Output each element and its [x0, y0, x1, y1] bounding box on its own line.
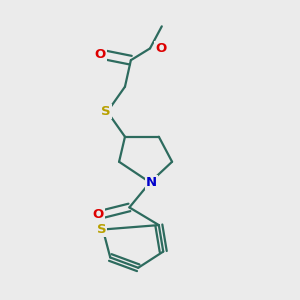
Text: O: O	[94, 48, 106, 61]
Text: S: S	[101, 105, 111, 118]
Text: S: S	[97, 223, 106, 236]
Text: O: O	[155, 42, 167, 55]
Text: O: O	[93, 208, 104, 221]
Text: N: N	[146, 176, 157, 189]
